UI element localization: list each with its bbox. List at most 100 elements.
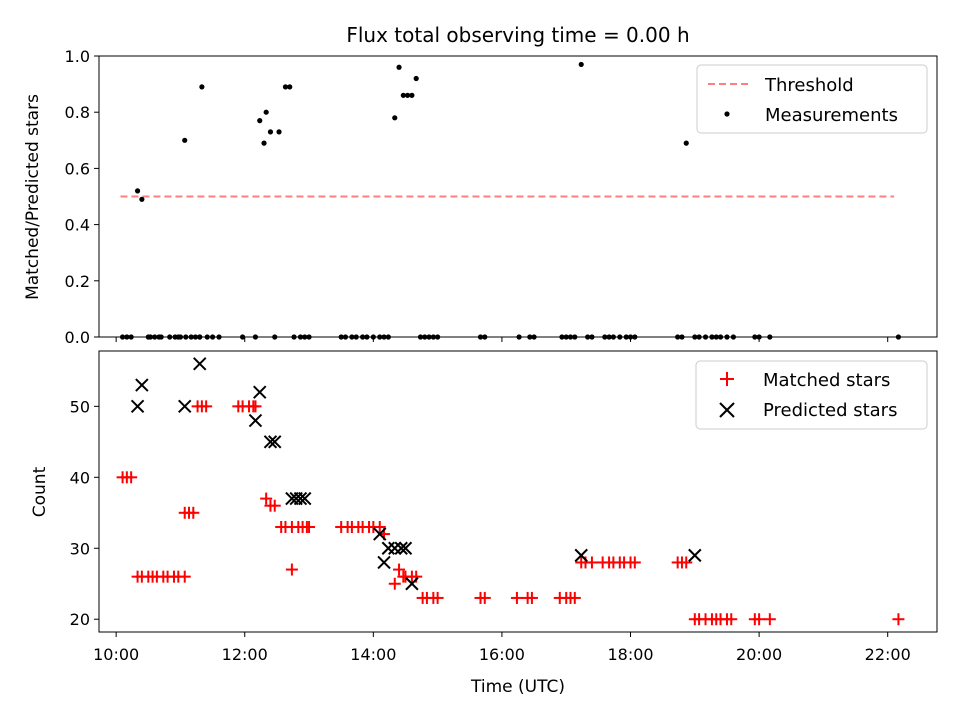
measurement-point	[405, 92, 411, 98]
bottom-y-ticks: 20 30 40 50	[70, 397, 99, 629]
top-y-tick-label: 0.0	[65, 328, 90, 347]
bottom-y-tick-label: 50	[70, 397, 90, 416]
bottom-y-tick-label: 30	[70, 539, 90, 558]
top-y-axis-label: Matched/Predicted stars	[23, 94, 43, 300]
predicted-star-point	[394, 541, 408, 555]
bottom-x-tick-label: 22:00	[865, 645, 911, 664]
predicted-star-point	[373, 527, 387, 541]
predicted-star-point	[178, 399, 192, 414]
predicted-star-point	[268, 435, 282, 449]
predicted-star-point	[135, 378, 149, 392]
predicted-star-point	[388, 541, 402, 555]
top-y-ticks: 0.0 0.2 0.4 0.6 0.8 1.0	[65, 47, 99, 347]
bottom-subplot: 20 30 40 50 10:00 12:00 14:00 16:00 18:00 20:00 2…	[30, 350, 938, 697]
top-y-tick-label: 0.8	[65, 103, 90, 122]
matched-star-point	[585, 556, 598, 569]
predicted-star-point	[263, 435, 278, 449]
legend-predicted-marker	[719, 402, 735, 418]
top-legend-box	[696, 64, 928, 134]
bottom-legend: Matched stars Predicted stars	[695, 360, 928, 430]
matched-star-point	[753, 613, 766, 626]
top-axes-frame	[98, 55, 938, 338]
measurement-point	[683, 140, 689, 146]
top-subplot: Flux total observing time = 0.00 h 0.00.…	[23, 23, 938, 347]
bottom-x-tick-label: 10:00	[93, 645, 139, 664]
bottom-y-tick-label: 40	[70, 468, 90, 487]
measurement-point	[282, 84, 289, 90]
measurement-point	[392, 115, 398, 121]
top-y-tick-label: 0.6	[65, 159, 90, 178]
legend-measurements-marker	[724, 111, 730, 117]
bottom-y-tick-label: 20	[70, 610, 90, 629]
matched-star-point	[568, 591, 581, 604]
legend-predicted-label: Predicted stars	[763, 400, 897, 421]
matched-star-point	[431, 591, 444, 604]
predicted-star-point	[377, 555, 391, 570]
measurement-point	[287, 84, 293, 90]
bottom-points	[116, 357, 905, 626]
matched-star-point	[303, 520, 316, 533]
measurement-point	[409, 92, 415, 98]
measurement-point	[263, 109, 269, 115]
measurement-point	[578, 61, 584, 68]
top-y-tick-label: 1.0	[65, 47, 90, 66]
top-y-tick-label: 0.4	[65, 216, 90, 235]
matched-star-point	[680, 556, 693, 569]
matched-star-point	[510, 591, 523, 604]
matched-star-point	[200, 400, 213, 413]
bottom-x-tick-label: 18:00	[607, 645, 653, 664]
bottom-legend-box	[695, 360, 928, 430]
matched-star-point	[187, 506, 200, 519]
predicted-star-point	[253, 385, 267, 399]
measurement-point	[400, 92, 406, 98]
top-legend: Threshold Measurements	[696, 64, 928, 134]
predicted-star-point	[398, 541, 413, 555]
matched-star-point	[260, 492, 273, 505]
matched-star-point	[178, 570, 191, 583]
chart-title: Flux total observing time = 0.00 h	[346, 23, 689, 47]
measurement-point	[276, 129, 282, 135]
predicted-star-point	[293, 491, 308, 506]
measurement-point	[261, 140, 267, 146]
matched-star-point	[285, 563, 298, 576]
matched-star-point	[628, 556, 641, 569]
matched-star-point	[388, 577, 401, 590]
matched-star-point	[373, 520, 386, 533]
measurement-point	[413, 75, 419, 82]
measurement-point	[182, 137, 188, 143]
legend-threshold-label: Threshold	[764, 75, 854, 96]
matched-star-point	[725, 613, 738, 626]
predicted-star-point	[298, 491, 312, 506]
matched-star-point	[249, 400, 262, 413]
top-x-ticks	[115, 337, 889, 342]
legend-measurements-label: Measurements	[765, 105, 898, 126]
measurement-point	[257, 118, 263, 124]
matched-star-point	[763, 613, 776, 626]
predicted-star-point	[193, 357, 207, 371]
predicted-star-point	[248, 413, 263, 428]
measurement-point	[199, 84, 205, 90]
bottom-y-axis-label: Count	[30, 466, 50, 517]
matched-star-point	[525, 591, 538, 604]
predicted-star-point	[405, 577, 419, 591]
predicted-star-point	[130, 399, 145, 414]
legend-matched-marker	[720, 372, 734, 386]
measurement-point	[134, 188, 141, 194]
legend-matched-label: Matched stars	[763, 370, 890, 391]
matched-star-point	[892, 613, 905, 626]
measurement-point	[267, 129, 274, 135]
bottom-x-tick-label: 16:00	[479, 645, 525, 664]
x-axis-label: Time (UTC)	[470, 677, 565, 697]
matched-star-point	[268, 499, 281, 512]
bottom-axes-frame	[98, 350, 938, 633]
predicted-star-point	[574, 548, 588, 563]
top-y-tick-label: 0.2	[65, 272, 90, 291]
matched-star-point	[125, 471, 138, 484]
bottom-x-tick-label: 14:00	[350, 645, 396, 664]
bottom-x-tick-label: 20:00	[736, 645, 782, 664]
measurement-point	[396, 64, 402, 70]
bottom-x-ticks: 10:00 12:00 14:00 16:00 18:00 20:00 22:00	[93, 632, 911, 664]
measurement-point	[139, 196, 145, 202]
predicted-star-point	[688, 548, 702, 563]
